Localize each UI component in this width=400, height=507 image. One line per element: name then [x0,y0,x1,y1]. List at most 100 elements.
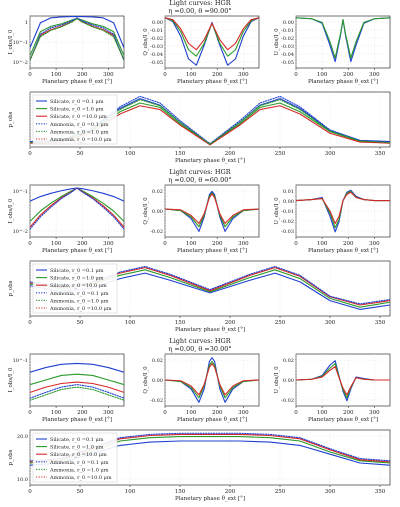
series-line-1 [30,16,124,49]
x-tick-label: 300 [103,72,114,78]
x-tick-label: 300 [238,72,249,78]
legend-label: Silicate, r_0 =0.1 μm [50,437,104,443]
series-line-1 [165,357,259,403]
series-line-2 [296,363,390,399]
legend-label: Silicate, r_0 =0.1 μm [50,99,104,105]
x-tick-label: 150 [175,320,186,326]
series-group [165,190,259,232]
x-tick-label: 200 [77,241,88,247]
legend-label: Silicate, r_0 =1.0 μm [50,445,104,451]
panel-i: 0 100 200 300 10^-1 Planetary phase θ_ext [°]… [8,353,125,423]
x-tick-label: 200 [212,72,223,78]
y-tick-label: 0.01 [283,189,294,195]
plot-frame [29,15,125,69]
legend-label: Silicate, r_0 =10.0 μm [50,283,107,289]
panel-q: 0 100 200 300 0.02 0.00 -0.02 Planetary phase θ… [143,353,260,423]
series-line-2 [296,17,390,59]
y-tick-label: -0.02 [281,398,294,404]
y-tick-label: 1 [25,20,28,26]
panel-p: 0 50 100 150 200 250 300 350 Planetary phase θ_e… [8,260,391,333]
chart-title: Light curves: HGR [169,168,231,176]
y-axis-label: U_obs/I_0 [274,366,280,394]
y-tick-label: -0.02 [281,219,294,225]
series-line-1 [165,17,259,66]
x-tick-label: 100 [51,410,62,416]
x-axis-label: Planetary phase θ_ext [°] [175,496,245,502]
y-tick-label: 0.00 [152,378,163,384]
legend-label: Ammonia, r_0 =0.1 μm [49,291,109,297]
panel-u: 0 100 200 300 0.01 0.00 -0.01 -0.02 -0.03 Planeta… [274,184,391,254]
y-axis-label: Q_obs/I_0 [143,366,149,394]
legend: Silicate, r_0 =0.1 μm Silicate, r_0 =1.0 … [32,263,118,314]
chart-title: Light curves: HGR [169,0,231,7]
x-tick-label: 200 [343,410,354,416]
y-axis-label: I_obs/I_0 [8,367,14,392]
y-tick-label: 0.00 [283,199,294,205]
x-tick-label: 350 [375,320,386,326]
legend-label: Silicate, r_0 =10.0 μm [50,452,107,458]
y-tick-label: 10^-2 [13,228,28,235]
legend-label: Ammonia, r_0 =1.0 μm [49,467,109,473]
x-tick-label: 100 [186,241,197,247]
y-tick-label: -0.01 [150,28,163,34]
legend: Silicate, r_0 =0.1 μm Silicate, r_0 =1.0 … [32,94,118,145]
y-tick-label: 0.00 [283,378,294,384]
y-tick-label: -0.02 [150,229,163,235]
plot-frame [29,353,125,407]
y-tick-label: -0.05 [150,60,163,66]
y-tick-label: 0.00 [152,209,163,215]
series-group [296,360,390,402]
series-line-3 [296,191,390,225]
y-axis-label: p_obs [8,280,14,296]
x-tick-label: 300 [325,151,336,157]
legend-label: Ammonia, r_0 =10.0 μm [49,137,112,143]
chart-subtitle: η =0.00, θ =90.00° [168,7,231,15]
panel-u: 0 100 200 300 0.00 -0.01 -0.02 -0.03 -0.04 -0.05 P… [274,15,391,85]
plot-frame [29,184,125,238]
legend-label: Silicate, r_0 =0.1 μm [50,268,104,274]
x-tick-label: 300 [369,241,380,247]
series-line-1 [30,362,124,373]
x-tick-label: 150 [175,489,186,495]
x-tick-label: 100 [125,489,136,495]
plot-frame [295,184,391,238]
series-group [165,357,259,403]
x-tick-label: 0 [28,241,32,247]
y-tick-label: -0.02 [150,36,163,42]
chart-title: Light curves: HGR [169,337,231,345]
legend-label: Ammonia, r_0 =1.0 μm [49,129,109,135]
chart-subtitle: η =0.00, θ =30.00° [168,345,231,353]
x-tick-label: 100 [186,72,197,78]
x-tick-label: 0 [294,410,298,416]
x-tick-label: 100 [317,72,328,78]
series-group [30,362,124,401]
series-line-3 [30,17,124,61]
y-tick-label: 10^-1 [13,357,28,364]
legend-label: Silicate, r_0 =1.0 μm [50,276,104,282]
x-tick-label: 300 [369,410,380,416]
y-tick-label: 10^-1 [13,188,28,195]
x-tick-label: 250 [275,320,286,326]
y-tick-label: 0.02 [152,358,163,364]
x-tick-label: 200 [77,72,88,78]
x-tick-label: 300 [325,320,336,326]
series-line-1 [296,17,390,63]
x-tick-label: 200 [225,320,236,326]
x-axis-label: Planetary phase θ_ext [°] [42,248,112,254]
x-tick-label: 300 [238,241,249,247]
y-tick-label: -0.01 [281,209,294,215]
y-tick-label: -0.03 [150,44,163,50]
series-line-2 [165,360,259,399]
plot-frame [164,15,260,69]
y-tick-label: -0.04 [281,52,294,58]
x-tick-label: 350 [375,489,386,495]
legend-label: Ammonia, r_0 =1.0 μm [49,298,109,304]
series-line-1 [296,189,390,233]
plot-frame [295,15,391,69]
x-tick-label: 200 [343,72,354,78]
x-tick-label: 50 [77,489,84,495]
y-axis-label: U_obs/I_0 [274,28,280,56]
x-axis-label: Planetary phase θ_ext [°] [308,79,378,85]
y-axis-label: Q_obs/I_0 [143,28,149,56]
